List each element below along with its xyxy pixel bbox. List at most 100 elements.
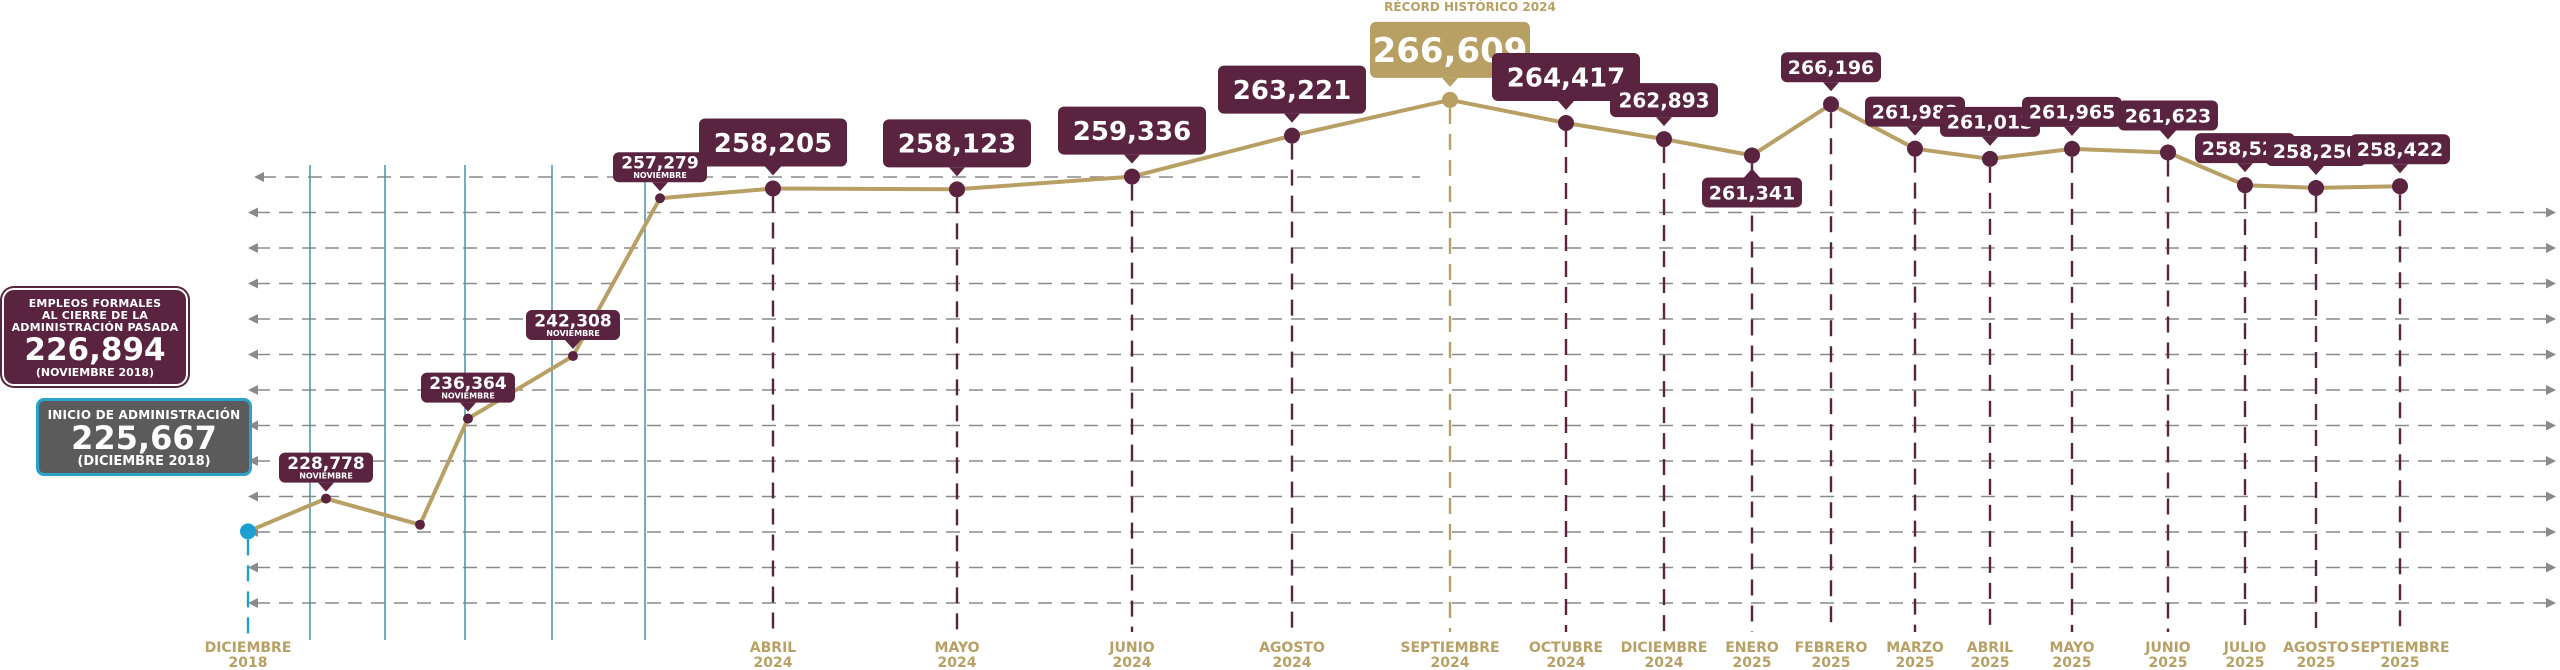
data-label-value: 261,965 [2029, 102, 2116, 124]
guide-arrow-head-left [248, 491, 258, 502]
start-admin-callout: INICIO DE ADMINISTRACIÓN 225,667 (DICIEM… [36, 398, 252, 476]
guide-arrow-head-right [2546, 420, 2556, 431]
guide-arrow-head-right [2546, 243, 2556, 253]
x-tick-label-month: MARZO [1886, 640, 1944, 656]
guide-arrow-head-left [254, 172, 264, 182]
x-tick-label-month: DICIEMBRE [1621, 640, 1708, 656]
x-tick-label-month: AGOSTO [1259, 640, 1325, 656]
data-label-sublabel: NOVIEMBRE [633, 171, 687, 180]
data-label-bubble: 262,893 [1610, 83, 1718, 127]
data-label-bubble: 261,341 [1702, 168, 1802, 208]
guide-arrow-head-right [2546, 491, 2556, 502]
data-label-pointer [2160, 130, 2176, 140]
x-tick-label-month: ABRIL [1967, 640, 2013, 656]
guide-arrow-head-right [2546, 527, 2556, 537]
data-label-pointer [1823, 82, 1839, 92]
data-label-pointer [2237, 163, 2253, 173]
data-label-pointer [949, 167, 965, 177]
x-tick-label-month: ABRIL [750, 640, 796, 656]
x-tick-label-year: 2025 [2226, 655, 2265, 670]
data-label-box [526, 310, 620, 341]
data-label-pointer [1558, 101, 1574, 111]
data-label-bubble: 258,123 [883, 119, 1031, 177]
data-label-bubble: 263,221 [1218, 65, 1366, 123]
data-label-box [2350, 134, 2450, 165]
data-label-box [1058, 106, 1206, 155]
x-tick-label-year: 2018 [229, 655, 268, 670]
data-point [2308, 179, 2324, 196]
data-label-bubble: 264,417 [1492, 53, 1640, 111]
data-point [463, 413, 473, 424]
data-label-value: 261,983 [1872, 102, 1959, 124]
data-label-pointer [1907, 126, 1923, 136]
data-label-pointer [1744, 168, 1760, 178]
data-label-box [2118, 100, 2218, 131]
x-tick-label-year: 2025 [1971, 655, 2010, 670]
dashed-guide-arrows [248, 172, 2556, 608]
x-tick-label-month: DICIEMBRE [205, 640, 292, 656]
data-label-bubble: 261,623 [2118, 100, 2218, 140]
data-label-pointer [565, 340, 581, 350]
data-label-bubble: 258,205 [699, 118, 847, 176]
start-admin-date: (DICIEMBRE 2018) [77, 454, 211, 469]
x-tick-label-month: SEPTIEMBRE [2350, 640, 2449, 656]
past-admin-callout: EMPLEOS FORMALES AL CIERRE DE LA ADMINIS… [2, 288, 188, 386]
guide-arrow-head-left [248, 349, 258, 360]
data-label-pointer [1284, 113, 1300, 123]
guide-arrow-head-right [2546, 314, 2556, 324]
data-label-sublabel: NOVIEMBRE [299, 472, 353, 481]
guide-arrow-head-left [248, 385, 258, 395]
data-label-box [1370, 21, 1530, 78]
data-label-box [2022, 96, 2122, 127]
data-point [1124, 168, 1140, 185]
data-label-value: 258,256 [2273, 141, 2360, 163]
data-label-value: 242,308 [534, 312, 611, 332]
data-label-pointer [1442, 77, 1458, 87]
guide-arrow-head-right [2546, 349, 2556, 360]
data-label-box [1781, 52, 1881, 83]
data-label-value: 258,123 [898, 130, 1016, 160]
data-label-value: 263,221 [1233, 76, 1351, 106]
data-label-value: 261,623 [2125, 105, 2212, 127]
data-point [240, 523, 256, 540]
data-label-box [1702, 177, 1802, 208]
guide-arrow-head-left [248, 598, 258, 608]
data-label-pointer [460, 402, 476, 412]
data-point [321, 493, 331, 504]
data-point [2392, 178, 2408, 195]
data-point [1907, 140, 1923, 157]
x-tick-label-year: 2024 [938, 655, 977, 670]
data-label-pointer [2392, 164, 2408, 174]
data-point [1823, 96, 1839, 113]
x-tick-label-month: AGOSTO [2283, 640, 2349, 656]
data-point [1744, 147, 1760, 164]
data-label-value: 257,279 [621, 154, 698, 174]
x-tick-label-year: 2025 [2053, 655, 2092, 670]
data-point [1558, 115, 1574, 132]
x-tick-label-year: 2025 [2297, 655, 2336, 670]
x-tick-label-month: SEPTIEMBRE [1400, 640, 1499, 656]
guide-arrow-head-left [248, 420, 258, 431]
data-label-bubble: 261,965 [2022, 96, 2122, 136]
series-line [247, 97, 2401, 534]
data-point [2237, 177, 2253, 194]
guide-arrow-head-left [248, 456, 258, 466]
x-tick-label-month: OCTUBRE [1529, 640, 1603, 656]
x-tick-label-month: MAYO [2050, 640, 2095, 656]
x-tick-label-year: 2024 [1547, 655, 1586, 670]
data-label-value: 266,196 [1788, 57, 1875, 79]
past-admin-line2: AL CIERRE DE LA [41, 309, 149, 322]
x-tick-label-month: JULIO [2223, 640, 2267, 656]
data-label-value: 261,341 [1709, 182, 1796, 204]
x-tick-label-year: 2024 [1113, 655, 1152, 670]
x-tick-label-year: 2024 [1645, 655, 1684, 670]
data-label-box [279, 452, 373, 483]
data-label-bubble: 258,256 [2266, 135, 2366, 175]
data-point [2160, 144, 2176, 161]
guide-arrow-head-left [248, 207, 258, 218]
